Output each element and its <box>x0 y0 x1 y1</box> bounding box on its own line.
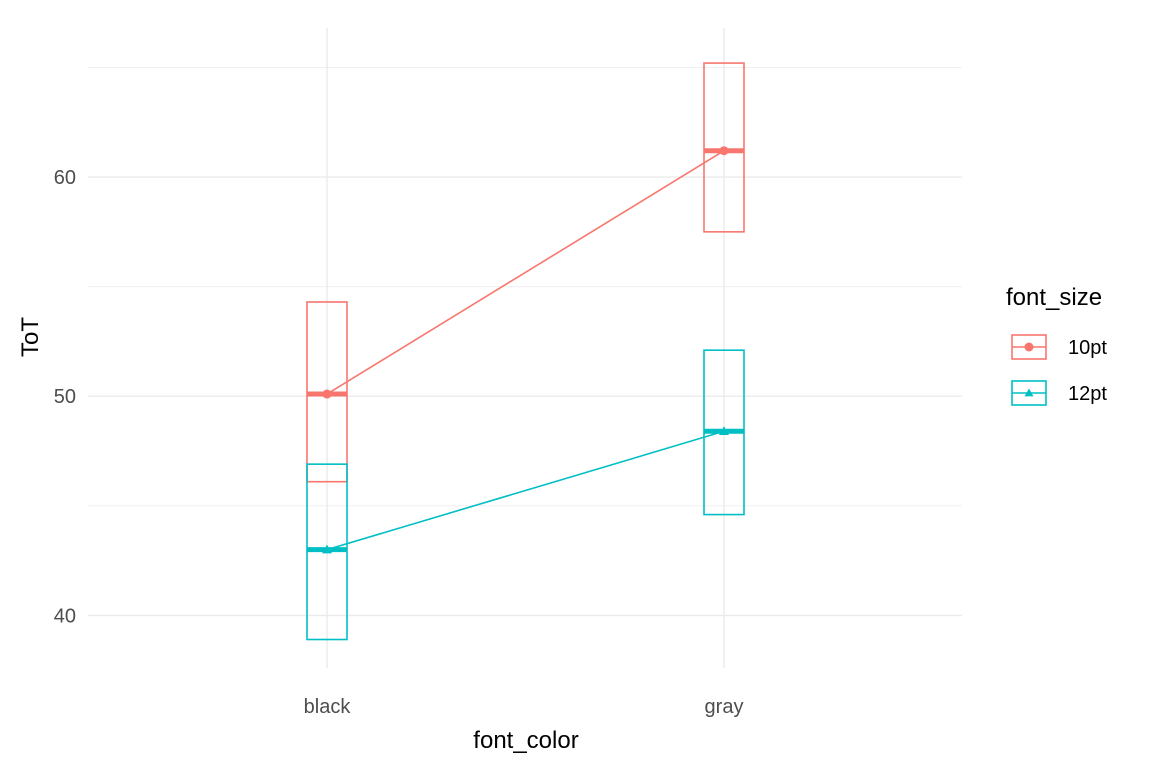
series-layer <box>306 62 745 641</box>
series-line-10pt <box>326 150 725 395</box>
legend-label-12pt: 12pt <box>1068 383 1107 405</box>
y-tick-label: 60 <box>54 167 76 189</box>
legend-label-10pt: 10pt <box>1068 337 1107 359</box>
legend-items: 10pt 12pt <box>1011 334 1107 406</box>
crossbar-box-10pt <box>703 62 745 233</box>
x-tick-label: black <box>304 696 352 718</box>
grid <box>88 28 962 668</box>
legend-title: font_size <box>1006 284 1102 311</box>
y-tick-label: 50 <box>54 386 76 408</box>
mean-point-12pt <box>719 426 729 436</box>
x-tick-label: gray <box>705 696 744 718</box>
mean-point-12pt <box>322 544 332 554</box>
x-axis-title: font_color <box>473 727 578 754</box>
series-line-12pt <box>326 430 725 551</box>
mean-point-10pt <box>322 389 332 399</box>
mean-point-10pt <box>719 146 729 156</box>
legend-key-marker-12pt <box>1024 388 1034 397</box>
y-tick-label: 40 <box>54 605 76 627</box>
y-axis-title: ToT <box>17 317 44 357</box>
legend: font_size 10pt 12pt <box>1006 284 1107 406</box>
tick-labels: 40 50 60 black gray <box>54 167 744 718</box>
legend-key-marker-10pt <box>1024 342 1034 352</box>
